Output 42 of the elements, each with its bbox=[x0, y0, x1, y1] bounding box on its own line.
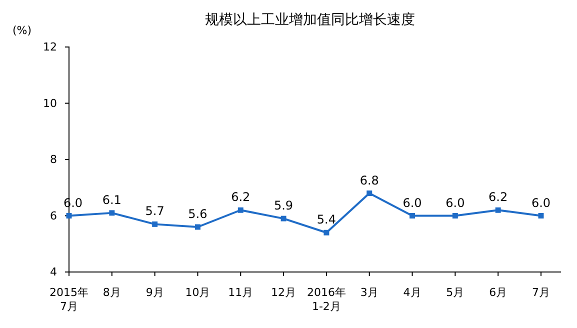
x-tick-label: 2015年 7月 bbox=[50, 286, 88, 313]
x-tick-label: 7月 bbox=[532, 286, 550, 299]
x-tick-label: 2016年 1-2月 bbox=[306, 286, 346, 313]
point bbox=[152, 221, 158, 227]
y-axis-title: (%) bbox=[12, 24, 32, 37]
point bbox=[452, 213, 458, 218]
x-tick-label: 5月 bbox=[446, 286, 464, 299]
data-label: 6.2 bbox=[231, 190, 250, 204]
y-tick-label: 6 bbox=[50, 209, 57, 222]
x-tick-label: 9月 bbox=[146, 286, 164, 299]
x-tick-label: 4月 bbox=[403, 286, 422, 299]
data-label: 6.8 bbox=[360, 173, 379, 188]
y-tick-label: 4 bbox=[50, 266, 57, 279]
y-tick-label: 8 bbox=[50, 153, 57, 166]
data-label: 6.2 bbox=[488, 190, 508, 204]
chart-title: 规模以上工业增加值同比增长速度 bbox=[205, 12, 415, 28]
point bbox=[538, 213, 544, 218]
x-tick-label: 6月 bbox=[489, 286, 508, 299]
point bbox=[280, 216, 286, 222]
x-tick-label: 11月 bbox=[228, 286, 254, 299]
data-label: 5.7 bbox=[145, 204, 164, 218]
data-label: 6.0 bbox=[531, 196, 551, 210]
data-label: 6.0 bbox=[446, 196, 465, 210]
data-label: 6.0 bbox=[402, 196, 422, 210]
point bbox=[194, 224, 200, 230]
x-tick-label: 8月 bbox=[102, 286, 121, 299]
data-label: 5.6 bbox=[188, 207, 208, 221]
point bbox=[324, 230, 330, 236]
point bbox=[109, 210, 115, 216]
point bbox=[238, 207, 244, 213]
point bbox=[366, 190, 372, 196]
point bbox=[66, 213, 72, 218]
x-tick-label: 3月 bbox=[360, 286, 378, 299]
data-label: 5.4 bbox=[316, 212, 336, 227]
y-tick-label: 12 bbox=[43, 40, 57, 54]
data-label: 6.1 bbox=[102, 192, 122, 207]
y-tick-label: 10 bbox=[43, 96, 57, 110]
point bbox=[410, 213, 416, 218]
x-tick-label: 12月 bbox=[271, 286, 296, 299]
x-tick-label: 10月 bbox=[185, 286, 210, 299]
point bbox=[495, 207, 501, 213]
data-label: 5.9 bbox=[274, 198, 294, 213]
